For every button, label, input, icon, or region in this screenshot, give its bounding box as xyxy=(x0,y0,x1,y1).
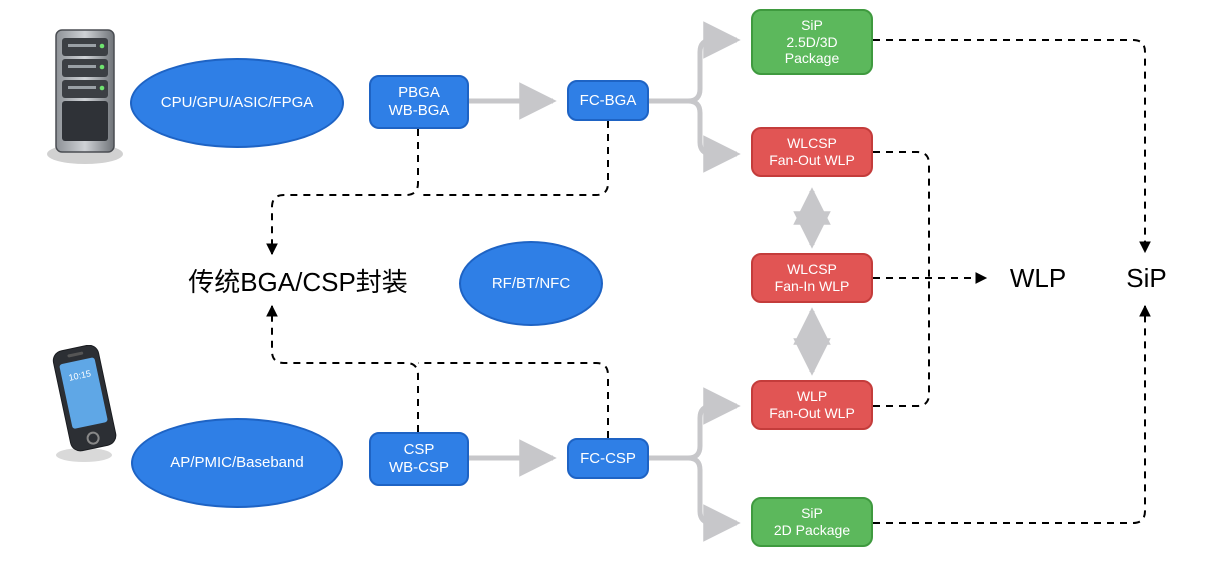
node-label: FC-CSP xyxy=(580,450,636,468)
node-label: AP/PMIC/Baseband xyxy=(170,454,303,472)
diagram-canvas: 10:15 CPU/GPU/ASIC/FPGA RF/BT/NFC AP/PMI… xyxy=(0,0,1210,568)
server-icon xyxy=(42,26,128,166)
node-sip-2d: SiP 2D Package xyxy=(751,497,873,547)
label-sip: SiP xyxy=(1119,260,1174,296)
node-label: SiP 2D Package xyxy=(774,505,850,539)
node-label: CPU/GPU/ASIC/FPGA xyxy=(161,94,314,112)
label-wlp: WLP xyxy=(998,260,1078,296)
node-label: SiP 2.5D/3D Package xyxy=(785,17,839,67)
node-wlcsp-fanin: WLCSP Fan-In WLP xyxy=(751,253,873,303)
node-label: CSP WB-CSP xyxy=(389,441,449,477)
node-label: RF/BT/NFC xyxy=(492,275,570,293)
node-wlp-fanout: WLP Fan-Out WLP xyxy=(751,380,873,430)
node-fcbga: FC-BGA xyxy=(567,80,649,121)
node-cpu-ellipse: CPU/GPU/ASIC/FPGA xyxy=(130,58,344,148)
label-text: 传统BGA/CSP封装 xyxy=(188,262,408,299)
node-wlcsp-fanout-top: WLCSP Fan-Out WLP xyxy=(751,127,873,177)
node-sip-25d3d: SiP 2.5D/3D Package xyxy=(751,9,873,75)
node-label: PBGA WB-BGA xyxy=(389,84,450,120)
label-text: WLP xyxy=(1010,263,1066,294)
node-csp: CSP WB-CSP xyxy=(369,432,469,486)
node-label: WLP Fan-Out WLP xyxy=(769,388,855,422)
node-ap-ellipse: AP/PMIC/Baseband xyxy=(131,418,343,508)
node-label: WLCSP Fan-In WLP xyxy=(775,261,850,295)
node-pbga: PBGA WB-BGA xyxy=(369,75,469,129)
node-label: WLCSP Fan-Out WLP xyxy=(769,135,855,169)
node-fccsp: FC-CSP xyxy=(567,438,649,479)
node-label: FC-BGA xyxy=(580,92,637,110)
node-rf-ellipse: RF/BT/NFC xyxy=(459,241,603,326)
label-traditional-bga-csp: 传统BGA/CSP封装 xyxy=(168,262,428,298)
label-text: SiP xyxy=(1126,263,1166,294)
phone-icon: 10:15 xyxy=(52,345,118,463)
